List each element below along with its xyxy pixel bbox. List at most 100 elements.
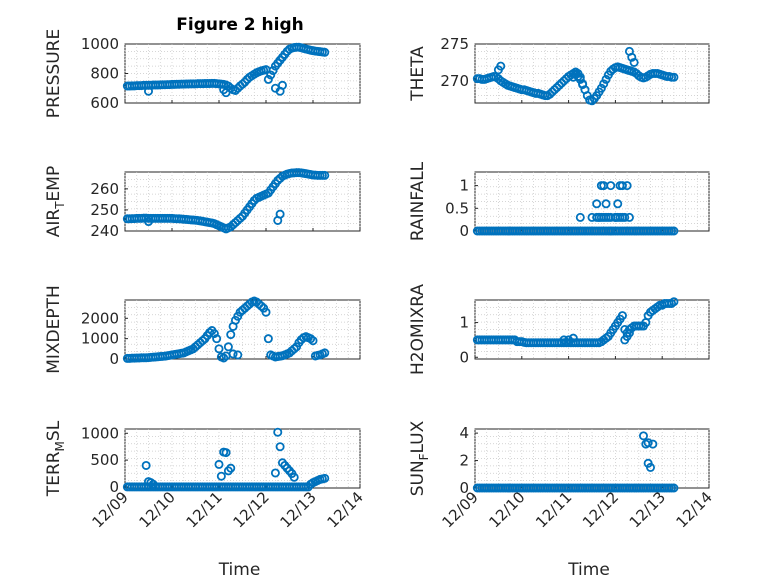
data-point: [568, 333, 578, 343]
y-tick-label: 0: [459, 479, 469, 497]
data-point: [496, 61, 506, 71]
data-point: [270, 468, 280, 478]
data-point: [143, 86, 153, 96]
y-axis-label: PRESSURE: [44, 29, 64, 118]
data-point: [226, 330, 236, 340]
data-point: [617, 311, 627, 321]
y-tick-label: 0: [459, 222, 469, 240]
y-tick-label: 0.5: [445, 199, 469, 217]
data-point: [263, 334, 273, 344]
data-point: [148, 479, 158, 489]
data-point: [620, 212, 630, 222]
data-point: [606, 181, 616, 191]
x-tick-label: 12/11: [183, 488, 226, 531]
data-point: [669, 72, 679, 82]
x-tick-label: 12/13: [277, 488, 320, 531]
data-point: [606, 226, 616, 236]
data-point: [592, 199, 602, 209]
data-point: [545, 89, 555, 99]
data-point: [275, 442, 285, 452]
data-point: [646, 462, 656, 472]
y-tick-label: 1000: [81, 35, 119, 53]
data-point: [601, 212, 611, 222]
data-point: [263, 74, 273, 84]
y-tick-label: 240: [90, 222, 119, 240]
y-tick-label: 1: [459, 314, 469, 332]
y-tick-label: 4: [459, 424, 469, 442]
data-point: [575, 212, 585, 222]
data-point: [320, 170, 330, 180]
data-point: [320, 348, 330, 358]
data-point: [198, 336, 208, 346]
data-point: [143, 217, 153, 227]
data-point: [578, 80, 588, 90]
y-axis-label: RAINFALL: [408, 161, 428, 241]
data-point: [601, 199, 611, 209]
subplot-8: 0 2 4 SUNFLUX: [408, 420, 710, 497]
x-tick-label: 12/12: [230, 488, 273, 531]
x-axis-label: Time: [567, 560, 610, 580]
data-point: [212, 334, 222, 344]
data-point: [624, 212, 634, 222]
data-point: [613, 199, 623, 209]
data-point: [214, 459, 224, 469]
data-point: [582, 91, 592, 101]
data-point: [320, 473, 330, 483]
subplot-6: 0 1 H2OMIXRA: [408, 284, 710, 375]
y-tick-label: 500: [90, 451, 119, 469]
y-axis-label: AIRTEMP: [44, 166, 67, 237]
data-point: [547, 87, 557, 97]
data-point: [552, 83, 562, 93]
data-point: [596, 83, 606, 93]
y-axis-label: H2OMIXRA: [408, 284, 428, 375]
subplot-2: 270 275 THETA: [408, 35, 710, 106]
data-point: [627, 52, 637, 62]
data-point: [273, 427, 283, 437]
data-point: [669, 483, 679, 493]
y-tick-label: 600: [90, 94, 119, 112]
y-tick-label: 2: [459, 452, 469, 470]
x-tick-label: 12/10: [136, 488, 179, 531]
data-point: [599, 79, 609, 89]
data-point: [615, 181, 625, 191]
data-point: [230, 85, 240, 95]
data-point: [266, 70, 276, 80]
y-tick-label: 1000: [81, 424, 119, 442]
data-point: [214, 344, 224, 354]
data-point: [648, 439, 658, 449]
data-point: [268, 66, 278, 76]
y-tick-label: 1: [459, 177, 469, 195]
data-point: [638, 431, 648, 441]
data-point: [228, 349, 238, 359]
x-tick-label: 12/13: [626, 488, 669, 531]
data-point: [557, 78, 567, 88]
data-point: [233, 350, 243, 360]
y-axis-label: TERRMSL: [44, 420, 67, 497]
data-point: [308, 336, 318, 346]
y-axis-label: MIXDEPTH: [44, 285, 64, 374]
data-point: [275, 209, 285, 219]
y-tick-label: 260: [90, 180, 119, 198]
y-axis-label: SUNFLUX: [408, 420, 431, 496]
y-axis-label: THETA: [408, 46, 428, 102]
data-point: [629, 57, 639, 67]
data-point: [221, 88, 231, 98]
y-tick-label: 275: [440, 35, 469, 53]
data-point: [643, 438, 653, 448]
data-point: [554, 80, 564, 90]
data-point: [610, 212, 620, 222]
x-tick-label: 12/14: [673, 488, 716, 531]
data-point: [320, 47, 330, 57]
y-tick-label: 1000: [81, 330, 119, 348]
data-point: [587, 96, 597, 106]
subplot-5: 0 1000 2000 MIXDEPTH: [44, 285, 361, 374]
y-tick-label: 270: [440, 72, 469, 90]
data-point: [559, 76, 569, 86]
x-tick-label: 12/10: [485, 488, 528, 531]
data-point: [559, 335, 569, 345]
y-tick-label: 2000: [81, 309, 119, 327]
data-point: [216, 471, 226, 481]
x-axis-label: Time: [218, 560, 261, 580]
y-tick-label: 0: [459, 348, 469, 366]
